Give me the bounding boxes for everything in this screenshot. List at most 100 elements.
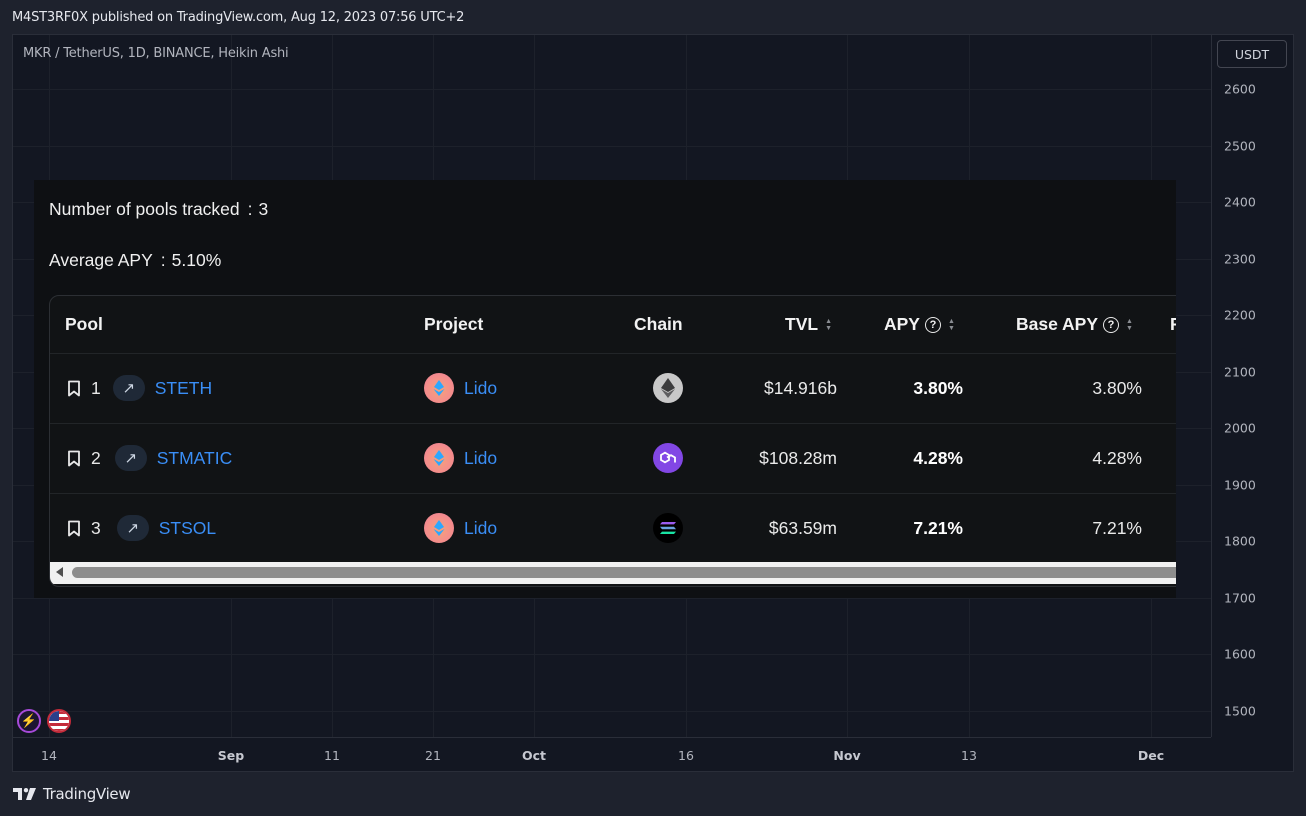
time-tick: 14: [41, 748, 57, 763]
bookmark-icon[interactable]: [67, 450, 81, 467]
grid-line: [13, 89, 1211, 90]
tvl-value: $14.916b: [764, 377, 837, 398]
price-tick: 1700: [1224, 590, 1256, 606]
base-apy-value: 7.21%: [1092, 517, 1142, 538]
help-icon: ?: [1103, 316, 1120, 333]
pool-cell: 3 ↗ STSOL: [67, 493, 216, 563]
pool-cell: 1 ↗ STETH: [67, 353, 212, 423]
grid-line: [13, 654, 1211, 655]
price-axis[interactable]: 2600 2500 2400 2300 2200 2100 2000 1900 1800 1700…: [1211, 35, 1293, 737]
apy-value: 7.21%: [913, 517, 963, 538]
time-tick: Dec: [1137, 748, 1165, 763]
time-tick: 16: [678, 748, 694, 763]
price-tick: 1500: [1224, 703, 1256, 719]
grid-line: [13, 598, 1211, 599]
time-tick: 21: [425, 748, 441, 763]
sort-icon: ▲ ▼: [947, 317, 955, 332]
pools-table: Pool Project Chain TVL ▲ ▼ APY? ▲ ▼ Base APY…: [49, 295, 1176, 587]
tradingview-logo-icon: [13, 788, 36, 800]
external-link-icon[interactable]: ↗: [114, 445, 147, 471]
pool-rank: 2: [91, 447, 101, 468]
time-tick: Oct: [521, 748, 547, 763]
price-tick: 1900: [1224, 477, 1256, 493]
time-axis[interactable]: 14 Sep 11 21 Oct 16 Nov 13 Dec: [13, 737, 1211, 771]
external-link-icon[interactable]: ↗: [116, 515, 149, 541]
help-icon: ?: [924, 316, 941, 333]
table-row[interactable]: 2 ↗ STMATIC Lido $108.28m 4.28% 4.28%: [50, 423, 1176, 494]
scroll-thumb[interactable]: [72, 567, 1176, 578]
pools-tracked-stat: Number of pools tracked:3: [49, 199, 269, 219]
pool-rank: 3: [91, 517, 101, 538]
pool-link[interactable]: STSOL: [158, 517, 217, 538]
sort-icon: ▲ ▼: [1126, 317, 1133, 332]
base-apy-value: 4.28%: [1092, 447, 1142, 468]
tvl-value: $108.28m: [759, 447, 837, 468]
table-row[interactable]: 1 ↗ STETH Lido $14.916b 3.80% 3.80%: [50, 353, 1176, 424]
table-row[interactable]: 3 ↗ STSOL Lido $63.59m 7.21% 7.21%: [50, 493, 1176, 564]
price-tick: 2300: [1224, 251, 1256, 267]
solana-icon: [653, 513, 683, 543]
price-tick: 1800: [1224, 533, 1256, 549]
base-apy-value: 3.80%: [1092, 377, 1142, 398]
lido-icon: [424, 513, 454, 543]
column-apy[interactable]: APY? ▲ ▼: [884, 314, 955, 334]
pools-widget: Number of pools tracked:3 Average APY:5.…: [34, 180, 1176, 598]
pools-tracked-value: 3: [258, 199, 269, 219]
published-header: M4ST3RF0X published on TradingView.com, …: [12, 10, 465, 25]
project-link[interactable]: Lido: [464, 377, 498, 398]
pool-link[interactable]: STETH: [154, 377, 213, 398]
chain-cell: [653, 423, 683, 493]
brand-label: TradingView: [43, 785, 131, 803]
lido-icon: [424, 443, 454, 473]
grid-line: [13, 146, 1211, 147]
bookmark-icon[interactable]: [67, 520, 81, 537]
price-tick: 2100: [1224, 364, 1256, 380]
time-tick: Sep: [217, 748, 245, 763]
bookmark-icon[interactable]: [67, 380, 81, 397]
symbol-info: MKR / TetherUS, 1D, BINANCE, Heikin Ashi: [23, 46, 289, 61]
price-tick: 2400: [1224, 194, 1256, 210]
price-tick: 1600: [1224, 646, 1256, 662]
ethereum-icon: [653, 373, 683, 403]
scroll-left-icon[interactable]: [56, 567, 63, 577]
price-tick: 2200: [1224, 307, 1256, 323]
time-tick: 11: [324, 748, 340, 763]
apy-value: 3.80%: [913, 377, 963, 398]
column-base-apy[interactable]: Base APY? ▲ ▼: [1016, 314, 1133, 334]
tradingview-logo[interactable]: TradingView: [13, 785, 131, 803]
apy-value: 4.28%: [913, 447, 963, 468]
column-chain[interactable]: Chain: [634, 314, 683, 334]
pool-link[interactable]: STMATIC: [156, 447, 233, 468]
column-tvl[interactable]: TVL ▲ ▼: [785, 314, 832, 334]
price-tick: 2500: [1224, 138, 1256, 154]
tvl-value: $63.59m: [768, 517, 837, 538]
project-link[interactable]: Lido: [464, 447, 498, 468]
column-next-cut[interactable]: F: [1170, 314, 1176, 335]
column-project[interactable]: Project: [424, 314, 484, 334]
time-tick: Nov: [833, 748, 861, 763]
lido-icon: [424, 373, 454, 403]
currency-button[interactable]: USDT: [1217, 40, 1287, 68]
project-cell: Lido: [424, 353, 497, 423]
chain-cell: [653, 493, 683, 563]
time-tick: 13: [961, 748, 977, 763]
pool-rank: 1: [91, 377, 101, 398]
us-flag-icon[interactable]: [47, 709, 71, 733]
sort-icon: ▲ ▼: [825, 317, 832, 332]
horizontal-scrollbar[interactable]: [50, 562, 1176, 584]
average-apy-value: 5.10%: [171, 250, 222, 270]
pool-cell: 2 ↗ STMATIC: [67, 423, 232, 493]
average-apy-stat: Average APY:5.10%: [49, 250, 222, 270]
price-tick: 2600: [1224, 81, 1256, 97]
price-tick: 2000: [1224, 420, 1256, 436]
chain-cell: [653, 353, 683, 423]
pools-tracked-label: Number of pools tracked: [49, 199, 240, 219]
project-cell: Lido: [424, 423, 497, 493]
grid-line: [13, 711, 1211, 712]
external-link-icon[interactable]: ↗: [112, 375, 145, 401]
polygon-icon: [653, 443, 683, 473]
table-header: Pool Project Chain TVL ▲ ▼ APY? ▲ ▼ Base APY…: [50, 296, 1176, 354]
project-link[interactable]: Lido: [464, 517, 498, 538]
column-pool[interactable]: Pool: [65, 314, 103, 334]
lightning-icon[interactable]: ⚡: [17, 709, 41, 733]
